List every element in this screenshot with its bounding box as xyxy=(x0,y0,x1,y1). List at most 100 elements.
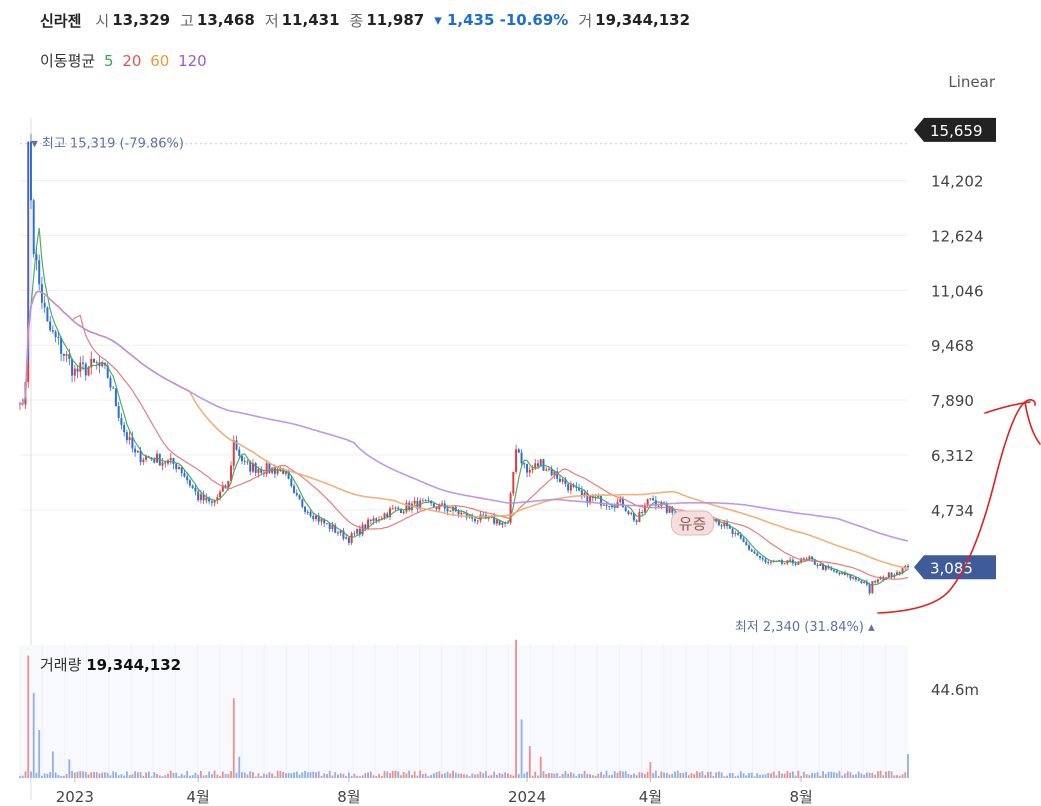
candle-body xyxy=(188,480,191,486)
volume-bar xyxy=(528,746,531,778)
candle-body xyxy=(646,499,649,506)
candle-body xyxy=(304,506,307,512)
candle-body xyxy=(632,512,635,521)
volume-bar xyxy=(868,772,871,778)
candle-body xyxy=(73,368,76,376)
volume-bar xyxy=(331,775,334,778)
candle-body xyxy=(312,515,315,520)
candle-body xyxy=(230,465,233,481)
volume-bar xyxy=(495,774,498,778)
volume-bar xyxy=(320,775,323,778)
candle-body xyxy=(901,568,904,574)
close-value: 11,987 xyxy=(366,11,425,29)
volume-bar xyxy=(128,775,131,778)
volume-bar xyxy=(750,772,753,778)
volume-bar xyxy=(715,772,718,778)
volume-bar xyxy=(230,771,232,778)
candle-body xyxy=(153,459,156,463)
volume-bar xyxy=(438,771,441,778)
candle-body xyxy=(871,581,874,594)
candle-body xyxy=(427,500,430,502)
volume-bar xyxy=(158,775,161,778)
candle-body xyxy=(717,520,720,526)
candle-body xyxy=(537,463,539,467)
volume-bar xyxy=(309,772,312,778)
candle-body xyxy=(465,512,468,518)
volume-bar xyxy=(849,772,852,778)
volume-bar xyxy=(213,770,216,778)
volume-bar xyxy=(290,773,293,778)
candle-body xyxy=(583,492,586,496)
volume-bar xyxy=(564,771,567,778)
scale-toggle[interactable]: Linear xyxy=(948,73,995,91)
volume-bar xyxy=(720,772,723,778)
volume-bar xyxy=(90,772,93,778)
volume-bar xyxy=(501,773,504,778)
candle-body xyxy=(830,568,833,571)
volume-bar xyxy=(205,775,208,778)
volume-bar xyxy=(413,771,416,778)
candle-body xyxy=(295,493,298,496)
candle-body xyxy=(260,469,263,473)
candle-body xyxy=(84,363,87,376)
volume-bar xyxy=(49,772,52,778)
candle-body xyxy=(186,476,189,481)
volume-bar xyxy=(523,773,526,778)
volume-bar xyxy=(789,772,792,778)
candle-body xyxy=(268,463,271,473)
candle-body xyxy=(367,519,370,529)
candle-body xyxy=(167,460,169,464)
volume-bar xyxy=(904,772,907,778)
candle-body xyxy=(654,500,657,506)
volume-bar xyxy=(101,772,104,778)
volume-bar xyxy=(487,775,490,778)
ma-label: 이동평균 xyxy=(40,52,96,70)
volume-bar xyxy=(120,774,123,778)
candle-body xyxy=(49,321,52,331)
volume-bar xyxy=(822,771,824,778)
volume-bar xyxy=(172,772,175,778)
candle-body xyxy=(95,362,98,364)
volume-bar xyxy=(279,771,282,778)
volume-title-label: 거래량 xyxy=(40,656,82,674)
volume-bar xyxy=(553,773,556,778)
candle-body xyxy=(846,574,849,576)
volume-bar xyxy=(169,770,172,778)
volume-bar xyxy=(685,771,687,778)
volume-bar xyxy=(427,776,430,778)
volume-bar xyxy=(852,774,855,778)
candle-body xyxy=(723,522,726,527)
x-tick-label: 8월 xyxy=(789,788,812,806)
volume-bar xyxy=(813,773,816,778)
candle-body xyxy=(202,494,205,501)
volume-bar xyxy=(84,772,87,778)
volume-bar xyxy=(745,775,748,778)
volume-bar xyxy=(874,774,877,778)
volume-bar xyxy=(805,774,808,778)
volume-bar xyxy=(907,754,909,778)
close-label: 종 xyxy=(349,11,364,30)
candle-body xyxy=(748,545,751,550)
volume-bar xyxy=(216,774,219,778)
candle-body xyxy=(761,557,764,560)
volume-bar xyxy=(123,775,126,778)
volume-bar xyxy=(630,774,633,778)
volume-bar xyxy=(635,775,638,778)
volume-bar xyxy=(227,774,230,778)
volume-bar xyxy=(424,773,427,778)
volume-bar xyxy=(219,776,221,778)
candle-body xyxy=(863,581,866,583)
candle-body xyxy=(131,437,134,449)
moving-average-legend[interactable]: 이동평균 5 20 60 120 xyxy=(40,50,211,71)
candle-body xyxy=(257,469,260,473)
volume-bar xyxy=(800,775,803,778)
volume-bar xyxy=(835,772,838,778)
candle-body xyxy=(797,562,800,565)
candle-body xyxy=(865,581,868,585)
candle-body xyxy=(643,505,646,513)
volume-bar xyxy=(235,772,238,778)
volume-bar xyxy=(125,771,128,778)
candle-body xyxy=(208,497,211,502)
volume-bar xyxy=(51,751,54,778)
